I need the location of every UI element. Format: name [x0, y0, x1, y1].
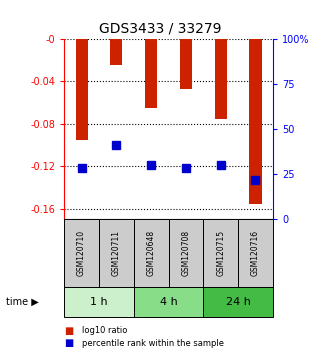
Bar	[64, 287, 134, 317]
Text: log10 ratio: log10 ratio	[82, 326, 127, 336]
Text: GSM120710: GSM120710	[77, 230, 86, 276]
Text: GSM120708: GSM120708	[181, 230, 190, 276]
Bar	[64, 219, 99, 287]
Text: 24 h: 24 h	[226, 297, 250, 307]
Text: percentile rank within the sample: percentile rank within the sample	[82, 339, 224, 348]
Text: ■: ■	[64, 326, 74, 336]
Bar	[99, 219, 134, 287]
Text: GSM120648: GSM120648	[147, 230, 156, 276]
Text: GSM120715: GSM120715	[216, 230, 225, 276]
Bar	[238, 219, 273, 287]
Bar	[203, 219, 238, 287]
Text: time ▶: time ▶	[6, 297, 39, 307]
Bar	[145, 39, 157, 108]
Text: GSM120711: GSM120711	[112, 230, 121, 276]
Bar	[180, 39, 192, 89]
Bar	[169, 219, 203, 287]
Bar	[134, 219, 169, 287]
Bar	[215, 39, 227, 119]
Bar	[249, 39, 262, 204]
Text: GDS3433 / 33279: GDS3433 / 33279	[99, 21, 222, 35]
Text: ■: ■	[64, 338, 74, 348]
Bar	[134, 287, 203, 317]
Bar	[110, 39, 122, 65]
Bar	[75, 39, 88, 140]
Text: 4 h: 4 h	[160, 297, 178, 307]
Text: 1 h: 1 h	[90, 297, 108, 307]
Text: GSM120716: GSM120716	[251, 230, 260, 276]
Bar	[203, 287, 273, 317]
